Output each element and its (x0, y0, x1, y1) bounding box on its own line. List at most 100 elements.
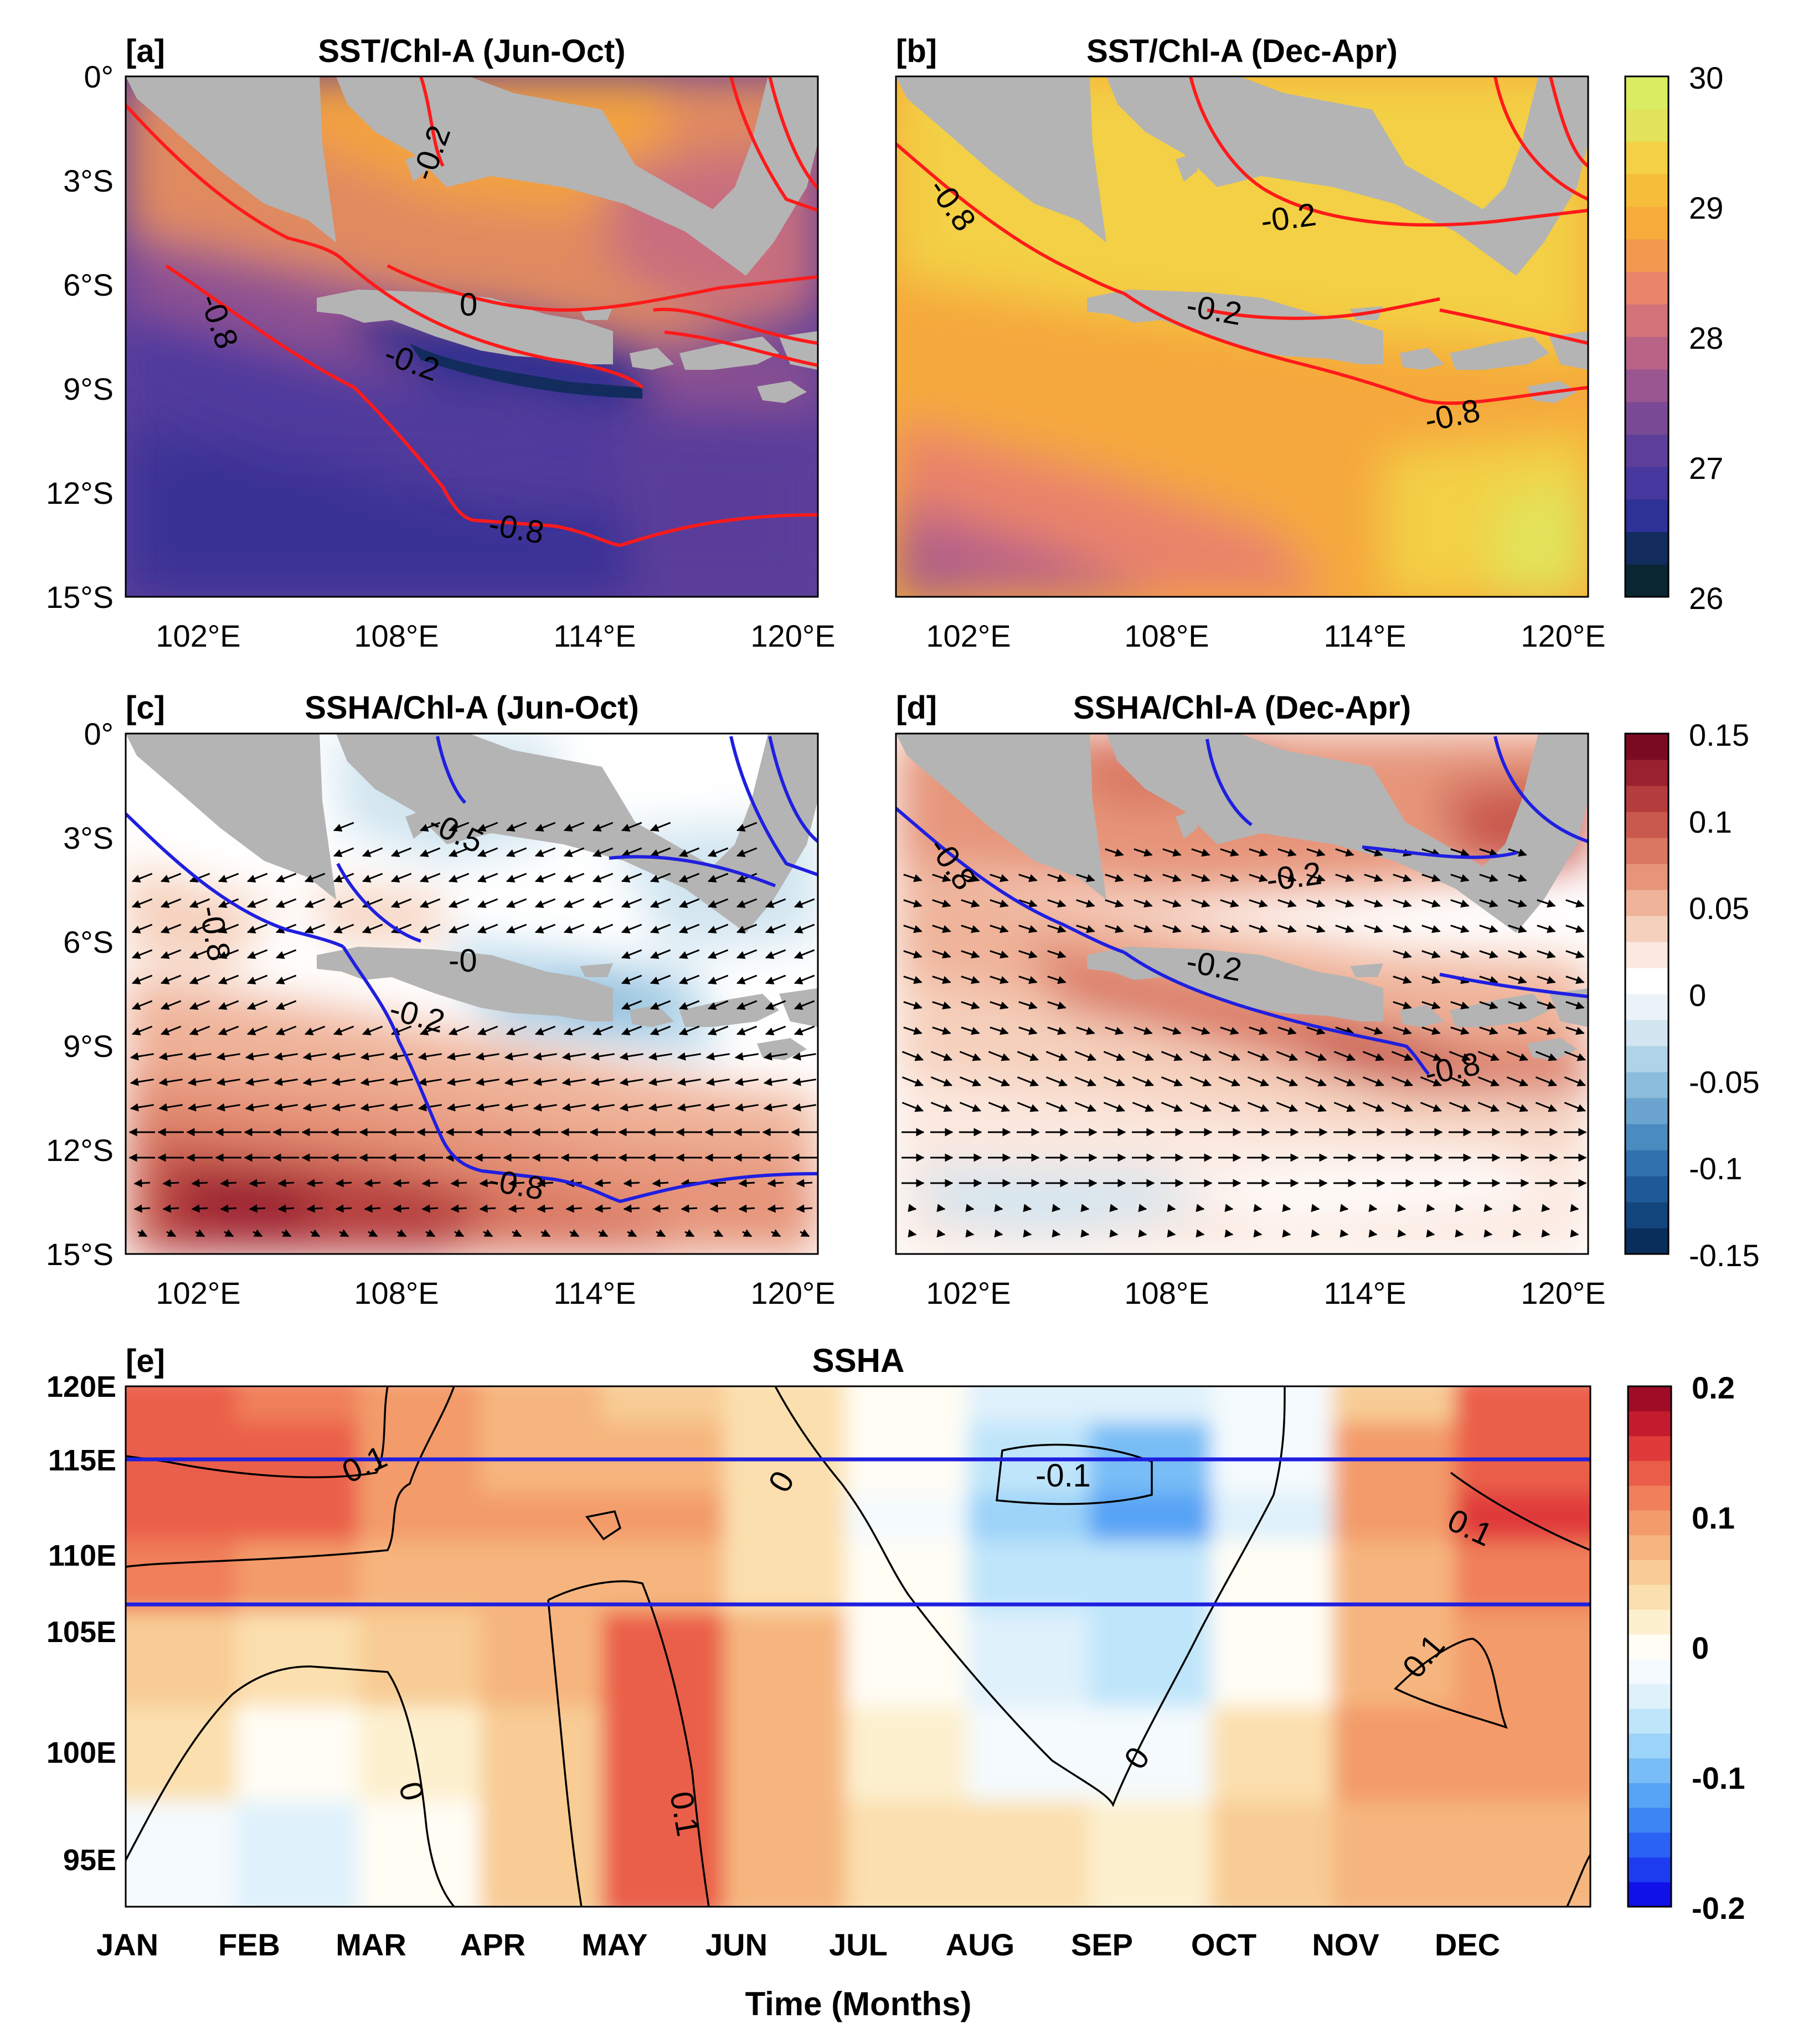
current-arrow (191, 1179, 208, 1188)
current-arrow (274, 1077, 298, 1086)
current-arrow (1276, 1076, 1298, 1087)
current-arrow (1103, 1051, 1125, 1061)
current-arrow (1191, 874, 1210, 882)
current-arrow (736, 822, 758, 832)
current-arrow (393, 1204, 410, 1213)
current-arrow (961, 874, 980, 882)
current-arrow (1364, 874, 1383, 882)
current-arrow (274, 1103, 298, 1112)
current-arrow (246, 974, 268, 985)
current-arrow (1506, 1102, 1528, 1112)
current-arrow (563, 822, 585, 832)
panel-e-colorbar-swatch (1628, 1684, 1671, 1709)
ssha-colorbar-tick: 0.15 (1689, 718, 1749, 752)
current-arrow (990, 1026, 1009, 1035)
current-arrow (734, 1077, 759, 1086)
current-arrow (131, 873, 153, 883)
panel-c-ytick: 0° (84, 716, 114, 751)
current-arrow (1333, 1102, 1356, 1112)
current-arrow (709, 1204, 727, 1213)
current-arrow (364, 1179, 381, 1188)
current-arrow (621, 1000, 642, 1010)
heatmap-cell (1089, 1801, 1233, 1907)
current-arrow (1074, 1076, 1096, 1087)
panel-b-label: [b] (896, 33, 937, 69)
current-arrow (678, 949, 700, 959)
panel-c-ytick: 3°S (63, 820, 114, 855)
current-arrow (446, 1052, 471, 1061)
current-arrow (275, 974, 297, 985)
sst-colorbar-swatch (1625, 434, 1668, 467)
current-arrow (1570, 1204, 1579, 1212)
current-arrow (1362, 1102, 1384, 1112)
current-arrow (678, 1000, 700, 1010)
panel-e-colorbar-swatch (1628, 1560, 1671, 1585)
current-arrow (1132, 1102, 1154, 1112)
sst-colorbar-swatch (1625, 239, 1668, 272)
ssha-colorbar-swatch (1625, 1020, 1668, 1046)
current-arrow (1074, 1051, 1096, 1061)
panel-e-x-axis: JAN FEB MAR APR MAY JUN JUL AUG SEP OCT … (96, 1927, 1500, 1962)
current-arrow (333, 847, 354, 858)
current-arrow (1393, 925, 1412, 933)
current-arrow (479, 1204, 496, 1213)
current-arrow (421, 1204, 439, 1213)
current-arrow (160, 974, 182, 985)
panel-c-ytick: 6°S (63, 925, 114, 959)
current-arrow (1421, 899, 1441, 908)
current-arrow (131, 923, 153, 934)
panel-a: [a] SST/Chl-A (Jun-Oct) (46, 33, 836, 653)
current-arrow (224, 1229, 234, 1237)
current-arrow (734, 1052, 759, 1061)
current-arrow (650, 898, 671, 909)
current-arrow (1047, 1001, 1067, 1010)
current-arrow (393, 1179, 410, 1188)
current-arrow (1537, 950, 1556, 959)
current-arrow (1161, 1051, 1183, 1061)
sst-colorbar-swatch (1625, 499, 1668, 533)
panel-e-ytick: 115E (48, 1444, 116, 1477)
current-arrow (965, 1204, 975, 1212)
current-arrow (563, 873, 585, 883)
current-arrow (650, 923, 671, 934)
current-arrow (1420, 1076, 1442, 1087)
current-arrow (1045, 1102, 1068, 1112)
current-arrow (598, 1229, 609, 1237)
current-arrow (765, 1025, 786, 1036)
ssha-colorbar-swatch (1625, 1046, 1668, 1072)
current-arrow (133, 1204, 151, 1213)
current-arrow (537, 1179, 554, 1188)
panel-d-title: SSHA/Chl-A (Dec-Apr) (1073, 690, 1411, 726)
current-arrow (506, 923, 527, 934)
panel-e-colorbar-tick: -0.1 (1692, 1761, 1745, 1795)
current-arrow (1391, 1102, 1413, 1112)
current-arrow (1018, 925, 1038, 933)
current-arrow (990, 975, 1009, 984)
current-arrow (249, 1179, 266, 1188)
current-arrow (561, 1103, 586, 1112)
panel-c-y-axis: 0° 3°S 6°S 9°S 12°S 15°S (46, 716, 114, 1272)
current-arrow (1537, 925, 1556, 933)
panel-c-xtick: 108°E (354, 1276, 439, 1310)
panel-a-ytick: 3°S (63, 163, 114, 198)
current-arrow (1218, 1076, 1240, 1087)
current-arrow (903, 874, 923, 882)
panel-e-xtick: AUG (946, 1927, 1014, 1962)
current-arrow (932, 1026, 951, 1035)
current-arrow (959, 1102, 981, 1112)
current-arrow (1362, 1051, 1384, 1061)
current-arrow (565, 1204, 583, 1213)
current-arrow (561, 1077, 586, 1086)
current-arrow (650, 974, 671, 985)
current-arrow (592, 898, 614, 909)
current-arrow (936, 1204, 946, 1212)
ssha-colorbar-swatch (1625, 890, 1668, 916)
current-arrow (736, 898, 758, 909)
current-arrow (475, 1103, 499, 1112)
panel-c: [c] SSHA/Chl-A (Jun-Oct) (46, 690, 836, 1310)
current-arrow (360, 1103, 384, 1112)
current-arrow (1191, 899, 1210, 908)
current-arrow (961, 1026, 980, 1035)
current-arrow (220, 1179, 237, 1188)
